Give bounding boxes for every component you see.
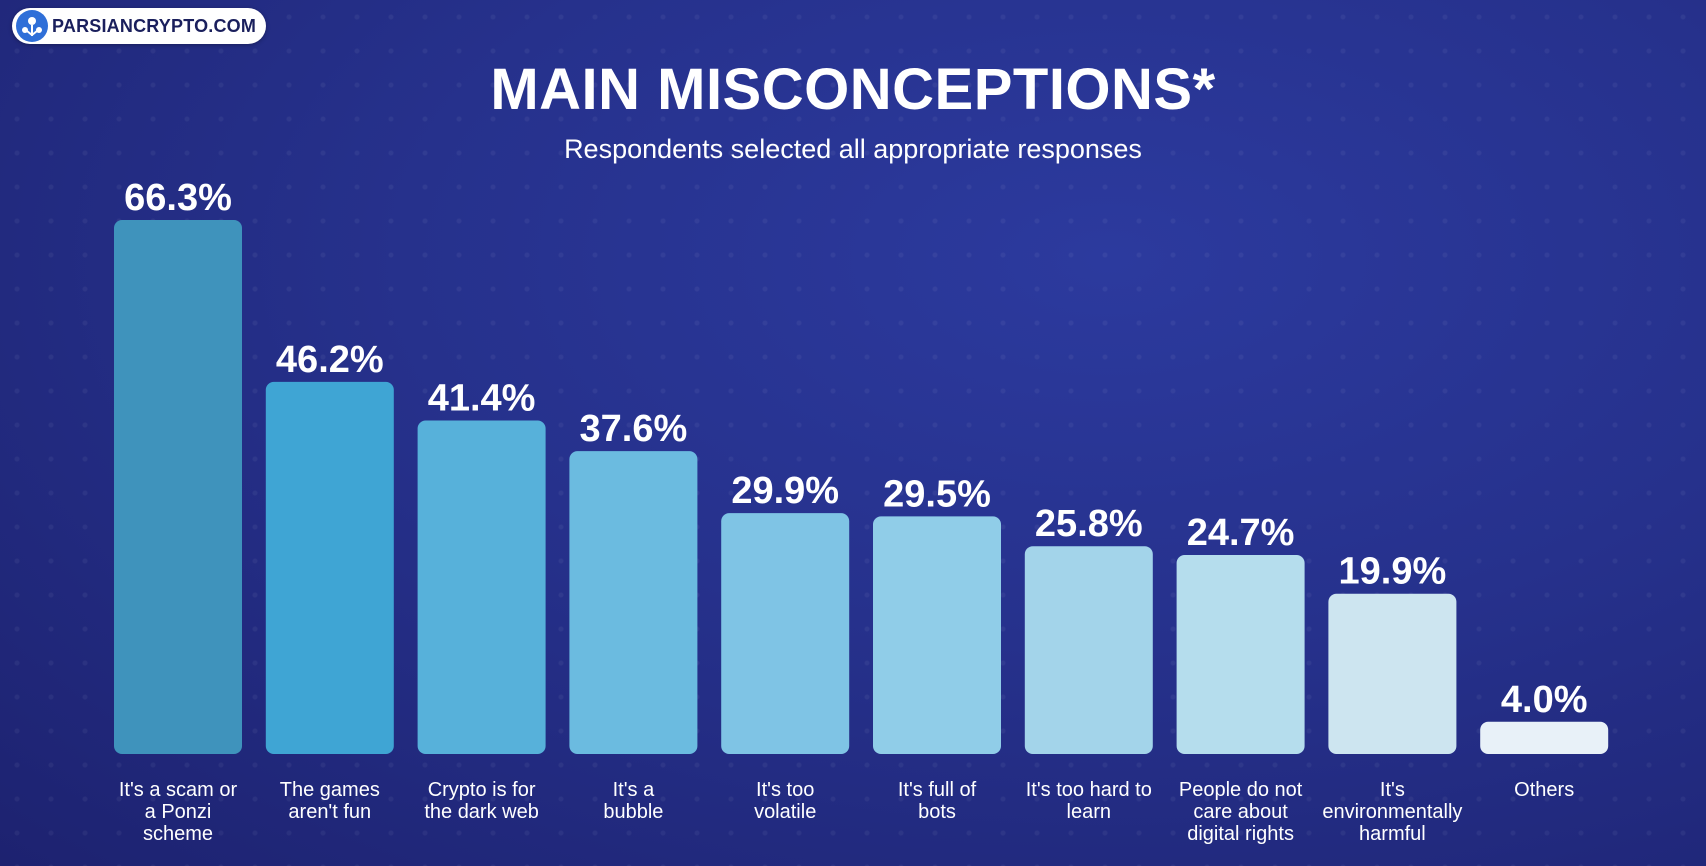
category-label-5: It's too volatile [754, 779, 816, 823]
bar-10 [1480, 721, 1609, 754]
bar-3 [417, 420, 546, 754]
value-label-1: 66.3% [124, 177, 232, 219]
category-label-10: Others [1514, 779, 1574, 801]
bar-1 [114, 220, 242, 754]
brand-logo-icon [16, 10, 48, 42]
value-label-3: 41.4% [428, 378, 536, 420]
category-label-3: Crypto is for the dark web [424, 779, 539, 823]
bar-4 [569, 451, 698, 754]
bar-7 [1024, 546, 1153, 754]
value-label-5: 29.9% [731, 470, 839, 512]
category-label-4: It's a bubble [603, 779, 663, 823]
value-label-10: 4.0% [1501, 679, 1588, 721]
chart-title: MAIN MISCONCEPTIONS* [490, 57, 1216, 122]
category-label-9: It's environmentally harmful [1322, 779, 1462, 845]
bar-9 [1328, 593, 1457, 754]
bar-5 [721, 513, 850, 754]
value-label-9: 19.9% [1339, 551, 1447, 593]
category-label-7: It's too hard to learn [1026, 779, 1152, 823]
bar-6 [873, 516, 1001, 754]
value-label-7: 25.8% [1035, 503, 1143, 545]
value-label-8: 24.7% [1187, 512, 1295, 554]
bar-2 [265, 381, 394, 754]
category-label-8: People do not care about digital rights [1179, 779, 1303, 845]
value-label-2: 46.2% [276, 339, 384, 381]
value-label-6: 29.5% [883, 473, 991, 515]
value-label-4: 37.6% [580, 408, 688, 450]
chart-subtitle: Respondents selected all appropriate res… [564, 134, 1142, 164]
category-label-6: It's full of bots [898, 779, 977, 823]
bar-8 [1176, 555, 1305, 754]
brand-logo[interactable]: PARSIANCRYPTO.COM [12, 8, 267, 44]
category-label-1: It's a scam or a Ponzi scheme [119, 779, 238, 845]
category-label-2: The games aren't fun [280, 779, 380, 823]
brand-logo-text: PARSIANCRYPTO.COM [52, 15, 257, 36]
